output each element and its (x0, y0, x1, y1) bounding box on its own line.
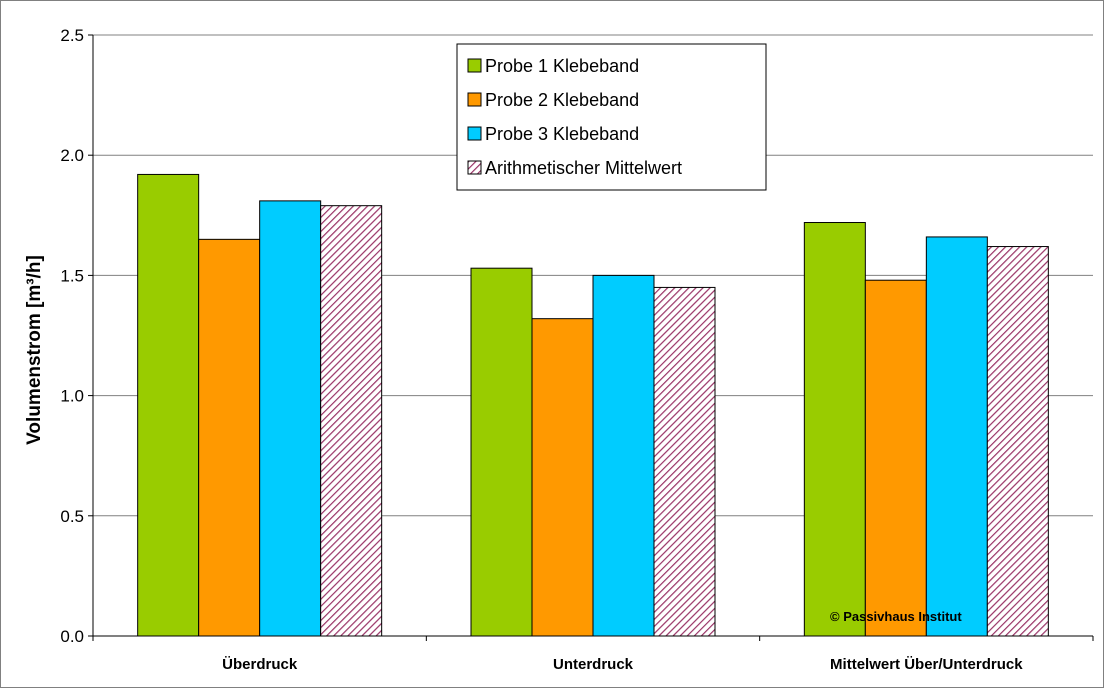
y-axis-label: Volumenstrom [m³/h] (24, 255, 45, 445)
y-tick-label: 1.0 (60, 387, 84, 406)
bar-4-1 (320, 205, 383, 637)
axes: 0.0 0.5 1.0 1.5 2.0 2.5 Überdruck Unterdruck Mit… (60, 26, 1094, 673)
bar-4-2 (653, 286, 716, 637)
legend-swatch (467, 58, 482, 73)
bar-3-1 (259, 200, 322, 637)
copyright-annotation: © Passivhaus Institut (830, 609, 962, 624)
legend-swatch (467, 160, 482, 175)
bar-2-3 (864, 279, 927, 637)
legend-swatch (467, 126, 482, 141)
y-tick-label: 0.0 (60, 627, 84, 646)
x-tick-label: Überdruck (222, 656, 298, 673)
legend-swatch (467, 92, 482, 107)
legend-label: Probe 1 Klebeband (485, 56, 639, 76)
legend-label: Probe 2 Klebeband (485, 90, 639, 110)
y-tick-label: 2.0 (60, 146, 84, 165)
bars (137, 173, 1049, 637)
bar-2-1 (198, 238, 261, 637)
legend: Probe 1 Klebeband Probe 2 Klebeband Probe … (456, 43, 767, 191)
bar-3-2 (592, 274, 655, 637)
y-tick-label: 0.5 (60, 507, 84, 526)
x-tick-label: Mittelwert Über/Unterdruck (830, 656, 1023, 673)
x-tick-label: Unterdruck (553, 656, 634, 673)
bar-2-2 (531, 318, 594, 637)
bar-3-3 (925, 236, 988, 637)
legend-box (456, 43, 767, 191)
legend-label: Probe 3 Klebeband (485, 124, 639, 144)
y-tick-label: 1.5 (60, 266, 84, 285)
bar-1-3 (803, 222, 866, 637)
bar-4-3 (986, 246, 1049, 637)
bar-1-2 (470, 267, 533, 637)
y-tick-label: 2.5 (60, 26, 84, 45)
bar-1-1 (137, 173, 200, 637)
legend-label: Arithmetischer Mittelwert (485, 158, 682, 178)
